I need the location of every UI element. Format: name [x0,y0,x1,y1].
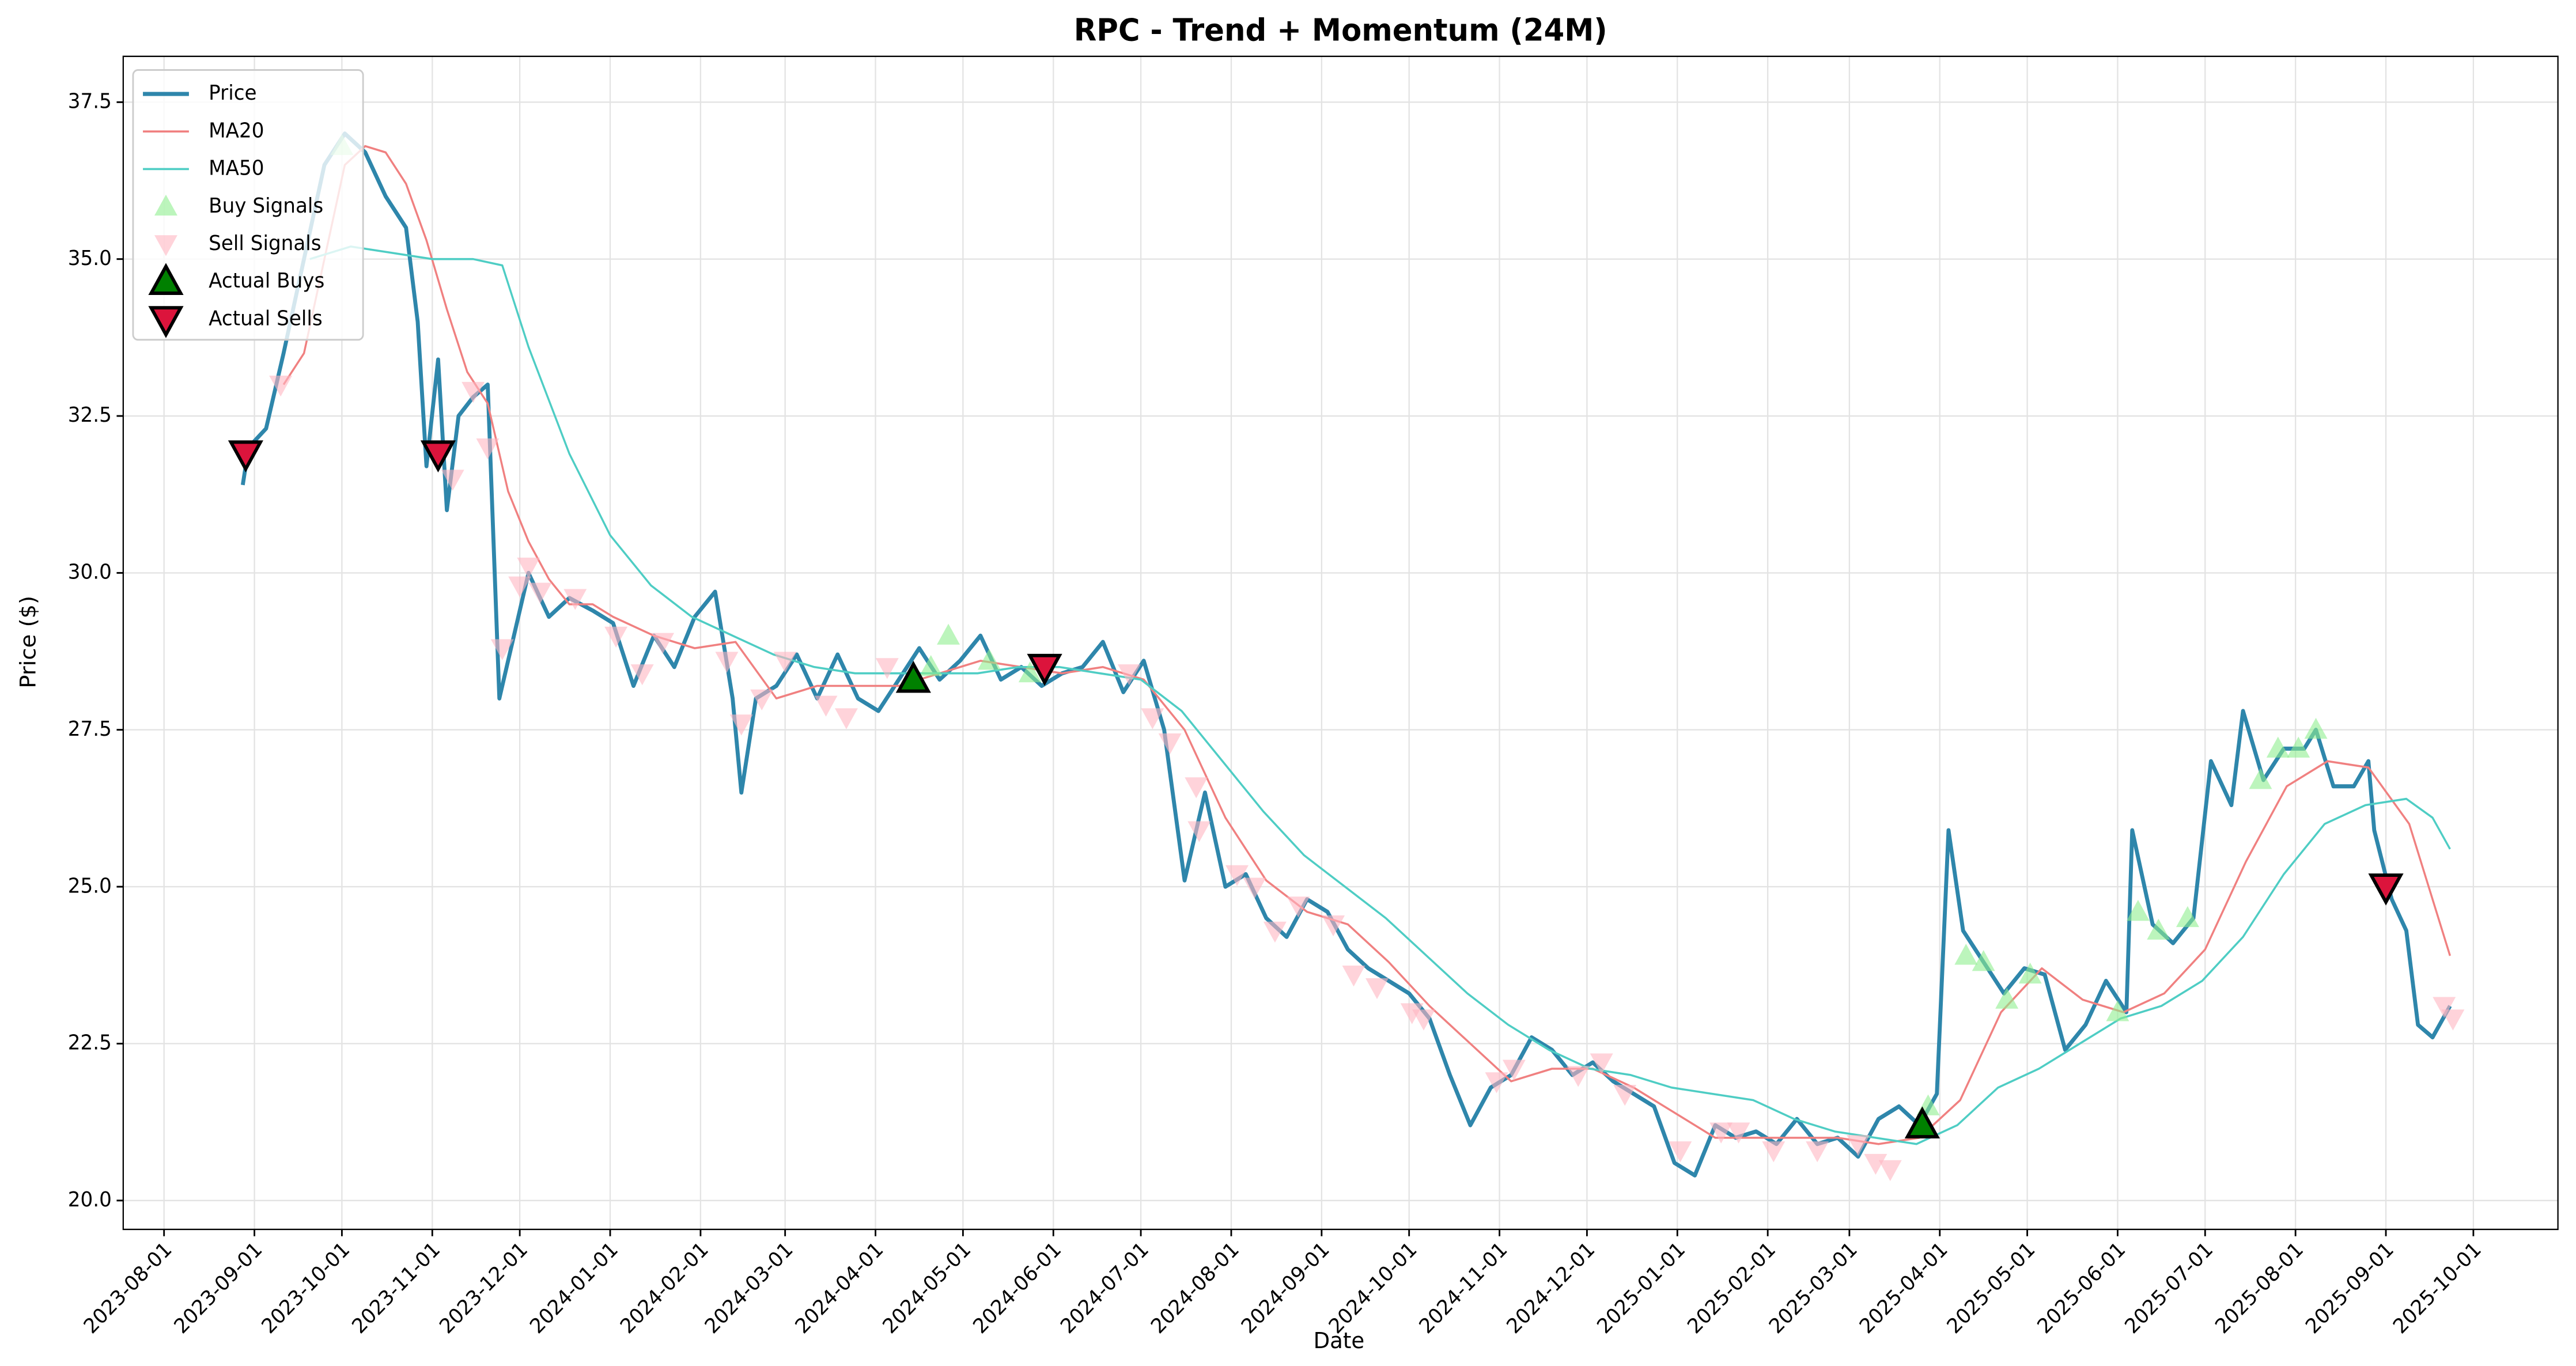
legend-swatch [154,194,177,216]
signal-marker [814,695,838,717]
signal-marker [773,652,797,673]
legend-swatch [148,263,184,295]
signal-marker [895,660,931,693]
signal-marker [750,689,774,711]
signal-marker [563,589,587,610]
signal-marker [1995,987,2019,1009]
signal-marker [2441,1009,2465,1031]
signal-marker [508,576,532,597]
signal-marker [1187,821,1211,842]
signal-marker [1727,1122,1750,1144]
signal-marker [1954,944,1978,965]
signal-marker [1613,1085,1637,1106]
signal-marker [1018,661,1042,683]
x-axis-label: Date [1314,1328,1365,1354]
signal-marker [1141,708,1164,729]
y-tick-label: 37.5 [68,90,112,113]
signal-marker [269,376,293,397]
signal-marker [2176,906,2199,928]
signal-marker [1287,896,1310,918]
signal-marker [1263,921,1287,943]
signal-marker [1027,653,1062,686]
signal-marker [1185,777,1208,799]
signal-marker [2433,997,2456,1018]
signal-marker [2287,736,2310,758]
signal-marker [2266,736,2290,758]
y-tick-label: 32.5 [68,404,112,427]
y-tick-label: 27.5 [68,717,112,741]
signal-marker [228,440,263,473]
signal-marker [919,655,943,676]
signal-marker [1485,1072,1508,1093]
signal-marker [1904,1106,1940,1139]
y-tick-label: 30.0 [68,561,112,584]
chart-title: RPC - Trend + Momentum (24M) [1074,13,1607,48]
signal-marker [1878,1160,1902,1182]
signal-marker [1322,915,1345,937]
y-axis-label: Price ($) [16,596,40,688]
legend-label: MA50 [209,157,264,180]
signal-marker [420,440,456,473]
signal-marker [1709,1122,1733,1144]
signal-marker [937,623,960,645]
legend-label: Buy Signals [209,194,323,218]
signal-marker [875,658,899,679]
signal-marker [1365,978,1389,1000]
legend-label: MA20 [209,119,264,143]
legend-swatch [154,235,177,256]
signal-marker [604,626,628,648]
signal-marker [729,714,753,736]
legend-label: Price [209,82,256,105]
signal-marker [1567,1066,1590,1087]
y-tick-label: 25.0 [68,875,112,898]
signal-marker [1243,877,1266,899]
signal-marker [1225,865,1249,887]
signal-marker [715,652,739,673]
signal-marker [1864,1153,1887,1175]
signal-marker [1117,664,1141,686]
signal-marker [2018,962,2042,984]
legend-box [132,69,364,341]
signal-marker [476,438,500,460]
signal-marker [1669,1141,1692,1163]
y-tick-label: 22.5 [68,1031,112,1055]
signal-marker [2126,899,2150,921]
signal-marker [1412,1009,1435,1031]
signal-marker [977,649,1001,670]
signal-marker [651,633,675,654]
legend-label: Sell Signals [209,232,321,255]
signal-marker [1502,1059,1526,1081]
signal-marker [1400,1003,1424,1024]
signal-marker [630,664,654,686]
plot-frame [122,55,2559,1231]
legend-label: Actual Sells [209,307,323,331]
signal-marker [2304,717,2328,739]
signal-marker [1762,1141,1786,1163]
signal-marker [834,708,858,729]
signal-marker [441,470,464,491]
legend-swatch [148,306,184,338]
legend-label: Actual Buys [209,270,324,293]
signal-marker [2368,873,2404,906]
signal-marker [1342,966,1365,987]
signal-marker [517,557,540,579]
signal-marker [1847,1135,1870,1156]
signal-marker [528,582,552,604]
signal-marker [1972,950,1995,971]
signal-marker [1590,1053,1613,1074]
signal-marker [1158,733,1182,755]
signal-marker [2249,768,2272,789]
series-line [240,131,2452,1178]
signal-marker [490,639,514,660]
signal-marker [462,381,485,403]
y-tick-label: 20.0 [68,1188,112,1212]
y-tick-label: 35.0 [68,247,112,270]
signal-marker [1806,1141,1829,1163]
signal-marker [2106,1000,2129,1021]
signal-marker [2147,918,2170,940]
